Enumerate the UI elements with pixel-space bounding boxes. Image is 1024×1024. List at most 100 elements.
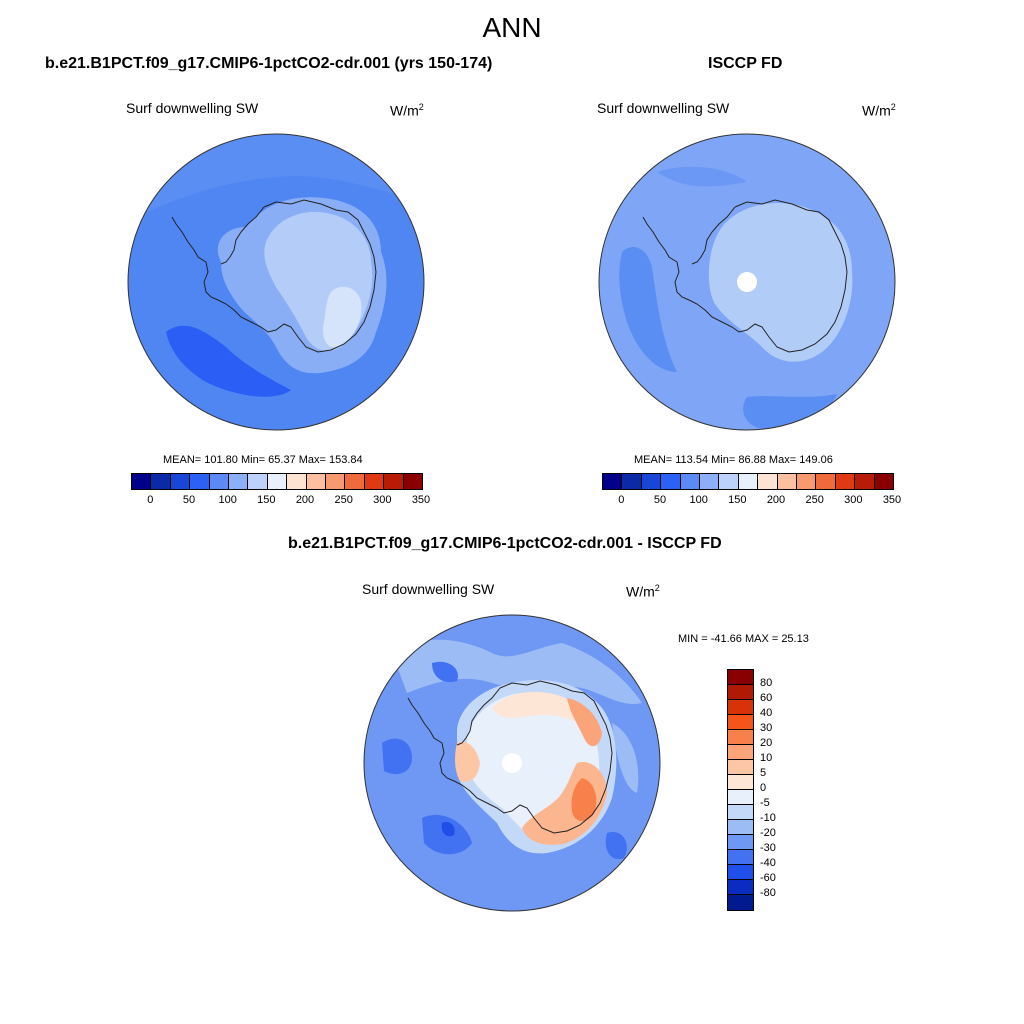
colorbar-cell	[816, 474, 836, 489]
obs-variable-label: Surf downwelling SW	[597, 100, 730, 116]
colorbar-cell	[326, 474, 346, 489]
model-coastline	[171, 199, 377, 353]
colorbar-tick-label: -80	[760, 887, 776, 899]
colorbar-cell	[797, 474, 817, 489]
colorbar-tick-label: 250	[334, 494, 353, 506]
colorbar-tick-label: 40	[760, 707, 773, 719]
colorbar-cell	[728, 730, 753, 745]
colorbar-cell	[700, 474, 720, 489]
colorbar-tick-label: 300	[373, 494, 392, 506]
colorbar-cell	[738, 474, 759, 489]
colorbar-cell	[728, 790, 753, 805]
colorbar-cell	[603, 474, 623, 489]
diff-pos-5-margin	[492, 691, 590, 728]
colorbar-tick-label: 300	[844, 494, 863, 506]
colorbar-cell	[728, 715, 753, 730]
colorbar-cell	[190, 474, 210, 489]
model-polar-map	[127, 133, 425, 431]
colorbar-tick-label: 80	[760, 677, 773, 689]
colorbar-tick-label: 200	[766, 494, 786, 506]
colorbar-tick-label: -5	[760, 797, 770, 809]
colorbar-tick-label: -20	[760, 827, 776, 839]
colorbar-tick-label: 50	[182, 494, 196, 506]
colorbar-cell	[719, 474, 739, 489]
colorbar-cell	[777, 474, 798, 489]
obs-low-sw-band-north	[657, 166, 747, 187]
colorbar-cell	[622, 474, 642, 489]
model-colorbar-ticks: 0 50 100 150 200 250 300 350	[131, 494, 430, 508]
diff-stats: MIN = -41.66 MAX = 25.13	[678, 633, 809, 645]
colorbar-cell	[728, 700, 753, 715]
colorbar-tick-label: -40	[760, 857, 776, 869]
diff-variable-label: Surf downwelling SW	[362, 581, 495, 597]
colorbar-cell	[728, 685, 753, 700]
colorbar-cell	[728, 820, 753, 835]
colorbar-tick-label: -60	[760, 872, 776, 884]
colorbar-tick-label: 20	[760, 737, 773, 749]
colorbar-tick-label: 100	[689, 494, 708, 506]
colorbar-cell	[267, 474, 288, 489]
figure-title: ANN	[482, 12, 542, 43]
colorbar-cell	[728, 880, 753, 895]
obs-coastline	[642, 199, 848, 353]
obs-polar-map	[598, 133, 896, 431]
colorbar-tick-label: 150	[728, 494, 747, 506]
obs-antarctica-interior	[708, 203, 853, 362]
colorbar-tick-label: 0	[147, 494, 154, 506]
colorbar-cell	[364, 474, 385, 489]
colorbar-tick-label: -10	[760, 812, 776, 824]
diff-pos-10-east-1	[567, 698, 602, 747]
model-colorbar	[131, 473, 423, 490]
model-units-label: W/m2	[390, 102, 424, 119]
colorbar-cell	[728, 670, 753, 685]
obs-panel-title: ISCCP FD	[708, 55, 783, 72]
colorbar-cell	[306, 474, 327, 489]
colorbar-tick-label: 0	[760, 782, 767, 794]
colorbar-cell	[835, 474, 856, 489]
colorbar-tick-label: 350	[411, 494, 431, 506]
obs-pole-hole	[737, 272, 757, 292]
colorbar-cell	[287, 474, 307, 489]
model-stats: MEAN= 101.80 Min= 65.37 Max= 153.84	[163, 454, 363, 466]
model-plateau-max	[323, 286, 362, 348]
colorbar-cell	[758, 474, 778, 489]
colorbar-cell	[728, 745, 753, 760]
diff-polar-map	[363, 614, 661, 912]
colorbar-cell	[229, 474, 249, 489]
diff-units-label: W/m2	[626, 583, 660, 600]
colorbar-tick-label: 10	[760, 752, 773, 764]
obs-colorbar-ticks: 0 50 100 150 200 250 300 350	[602, 494, 901, 508]
colorbar-cell	[403, 474, 423, 489]
diff-panel-title: b.e21.B1PCT.f09_g17.CMIP6-1pctCO2-cdr.00…	[288, 535, 722, 552]
diff-neg-30-cell-3	[605, 832, 627, 860]
colorbar-cell	[345, 474, 365, 489]
colorbar-cell	[170, 474, 191, 489]
colorbar-tick-label: 250	[805, 494, 824, 506]
obs-stats: MEAN= 113.54 Min= 86.88 Max= 149.06	[634, 454, 833, 466]
model-panel-title: b.e21.B1PCT.f09_g17.CMIP6-1pctCO2-cdr.00…	[45, 55, 493, 72]
diff-colorbar	[727, 669, 754, 911]
colorbar-cell	[728, 865, 753, 880]
colorbar-tick-label: 50	[653, 494, 667, 506]
model-variable-label: Surf downwelling SW	[126, 100, 259, 116]
diff-neg-30-cell-4	[432, 661, 458, 683]
colorbar-cell	[132, 474, 152, 489]
colorbar-cell	[728, 835, 753, 850]
model-low-sw-region	[166, 325, 291, 397]
diff-neg-10-region-2	[612, 723, 639, 793]
obs-colorbar	[602, 473, 894, 490]
colorbar-tick-label: 0	[618, 494, 625, 506]
colorbar-cell	[855, 474, 875, 489]
diff-neg-10-region-1	[392, 639, 642, 705]
colorbar-cell	[728, 760, 753, 775]
colorbar-cell	[728, 775, 753, 790]
colorbar-cell	[248, 474, 268, 489]
colorbar-tick-label: 150	[257, 494, 276, 506]
diff-pos-20-core	[571, 778, 597, 822]
colorbar-cell	[728, 895, 753, 910]
colorbar-cell	[680, 474, 701, 489]
obs-low-sw-band-west	[619, 247, 677, 372]
diff-pole-hole	[502, 753, 522, 773]
colorbar-cell	[151, 474, 171, 489]
colorbar-tick-label: -30	[760, 842, 776, 854]
